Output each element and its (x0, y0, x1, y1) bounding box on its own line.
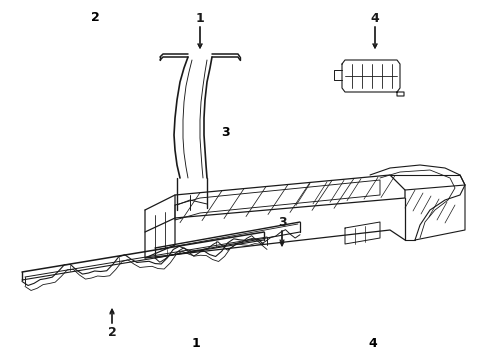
Text: 1: 1 (196, 12, 204, 24)
Text: 3: 3 (278, 216, 286, 229)
Text: 4: 4 (368, 337, 377, 350)
Text: 2: 2 (108, 325, 117, 338)
Text: 3: 3 (221, 126, 230, 139)
Text: 4: 4 (370, 12, 379, 24)
Text: 1: 1 (192, 337, 200, 350)
Text: 2: 2 (91, 11, 100, 24)
